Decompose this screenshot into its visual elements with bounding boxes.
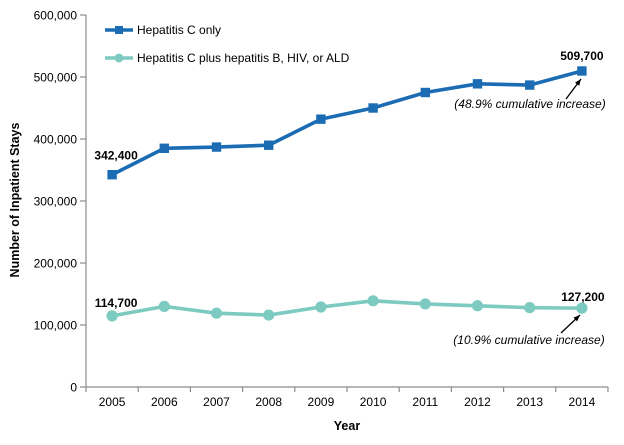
y-axis-tick-label: 200,000 (34, 257, 78, 271)
data-point-circle (263, 309, 275, 321)
annotation-text: (10.9% cumulative increase) (453, 333, 604, 347)
data-point-square (525, 80, 535, 90)
data-point-square (420, 87, 430, 98)
annotation-arrowhead-icon (575, 79, 581, 86)
data-point-circle (158, 300, 170, 312)
legend-label: Hepatitis C plus hepatitis B, HIV, or AL… (137, 51, 350, 65)
data-point-circle (315, 301, 327, 313)
legend-circle-marker-icon (114, 53, 124, 63)
data-point-circle (471, 300, 484, 312)
data-point-square (107, 170, 117, 180)
data-point-circle (576, 302, 588, 314)
data-point-square (577, 66, 587, 76)
data-point-circle (367, 295, 379, 307)
y-axis-tick-label: 600,000 (34, 9, 78, 23)
series-line-0 (111, 69, 583, 177)
legend: Hepatitis C only Hepatitis C plus hepati… (104, 21, 349, 77)
x-axis-tick-label: 2013 (516, 395, 543, 409)
y-axis-tick-label: 500,000 (34, 71, 78, 85)
data-point-circle (419, 298, 431, 310)
data-point-label: 127,200 (561, 290, 605, 304)
legend-line-square-sample (105, 26, 133, 34)
data-point-circle (106, 310, 118, 322)
x-axis-tick-label: 2005 (99, 395, 126, 409)
annotation-text: (48.9% cumulative increase) (454, 97, 605, 111)
data-point-square (159, 143, 169, 153)
series-line-1 (111, 299, 582, 318)
data-point-square (472, 79, 483, 89)
x-axis-tick-label: 2008 (255, 395, 282, 409)
x-axis-tick-label: 2006 (151, 395, 178, 409)
data-point-label: 114,700 (95, 296, 138, 310)
y-axis-tick-label: 100,000 (34, 319, 78, 333)
x-axis-tick-label: 2011 (412, 395, 438, 409)
legend-line-circle-sample (105, 53, 133, 63)
x-axis-tick-label: 2012 (464, 395, 491, 409)
data-point-square (368, 103, 378, 113)
y-axis-tick-label: 400,000 (34, 133, 78, 147)
x-axis-tick-label: 2014 (569, 395, 596, 409)
legend-label: Hepatitis C only (137, 23, 222, 37)
data-point-circle (524, 302, 536, 314)
legend-square-marker-icon (115, 26, 123, 34)
data-point-circle (210, 307, 223, 319)
data-point-square (316, 114, 326, 124)
data-point-square (264, 140, 274, 150)
x-axis-tick-label: 2007 (203, 395, 230, 409)
legend-item-hepatitis-c-only: Hepatitis C only (104, 21, 349, 39)
data-point-label: 509,700 (560, 49, 604, 63)
data-point-label: 342,400 (94, 149, 138, 163)
annotation-arrowhead-icon (573, 315, 580, 322)
x-axis-tick-label: 2009 (308, 395, 335, 409)
legend-item-hepatitis-c-plus: Hepatitis C plus hepatitis B, HIV, or AL… (104, 49, 349, 67)
x-axis-tick-label: 2010 (360, 395, 387, 409)
y-axis-tick-label: 300,000 (34, 195, 78, 209)
y-axis-tick-label: 0 (70, 381, 77, 395)
data-point-square (211, 142, 222, 152)
